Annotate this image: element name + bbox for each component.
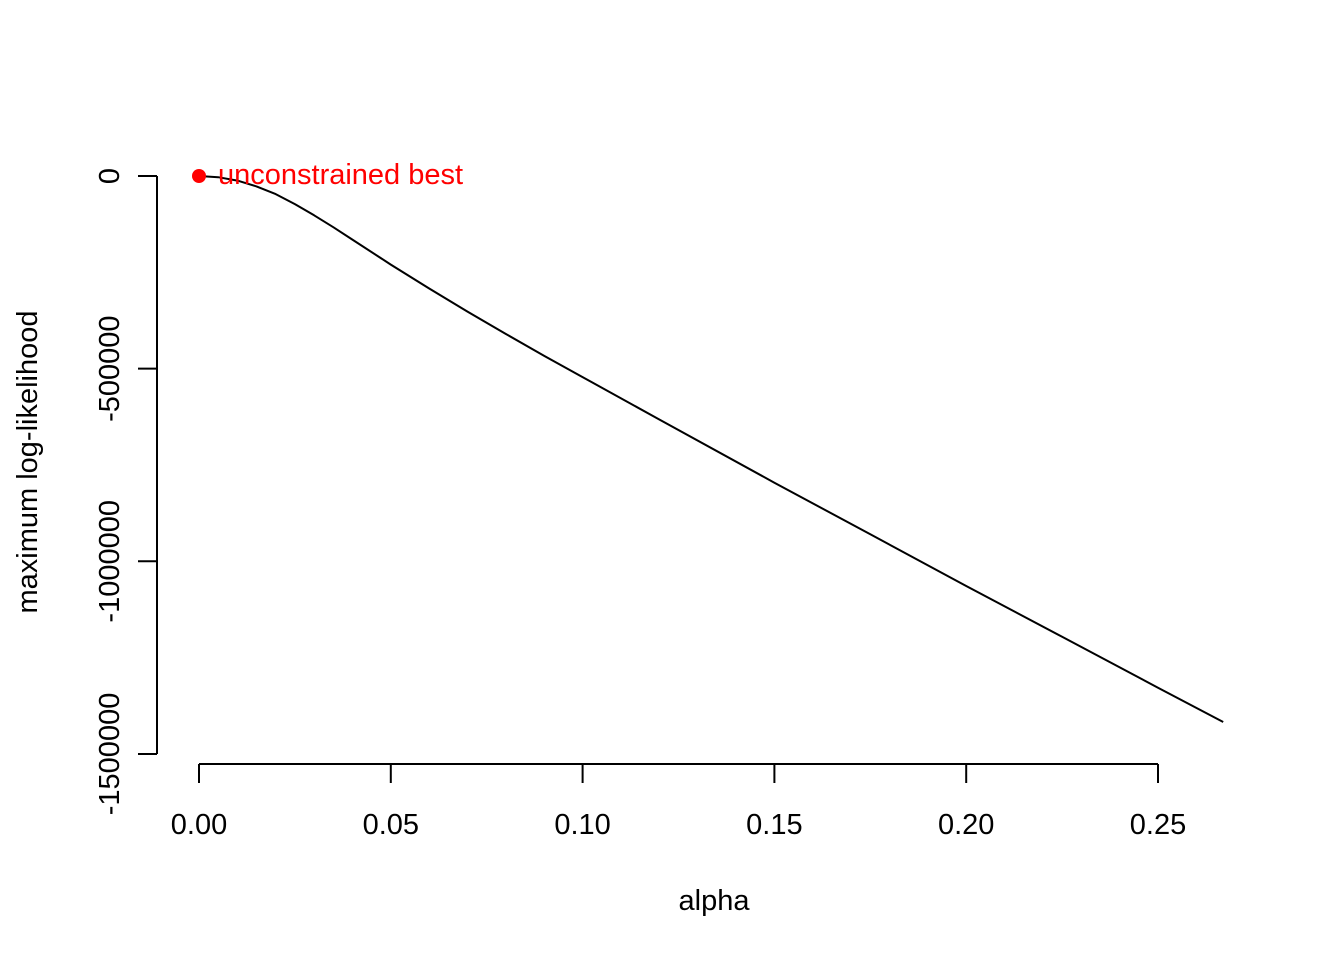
x-tick-label: 0.20 [938, 809, 994, 841]
unconstrained-best-label: unconstrained best [218, 159, 463, 191]
x-axis: 0.00 0.05 0.10 0.15 0.20 0.25 [171, 763, 1186, 841]
x-tick-label: 0.00 [171, 809, 227, 841]
unconstrained-best-point [192, 169, 206, 183]
series-line [198, 175, 1224, 723]
y-tick-label: -1000000 [94, 500, 126, 623]
y-tick-label: -500000 [94, 315, 126, 421]
x-tick-label: 0.25 [1130, 809, 1186, 841]
plot-area: unconstrained best [192, 159, 1224, 723]
x-tick-label: 0.10 [554, 809, 610, 841]
x-tick-label: 0.15 [746, 809, 802, 841]
x-axis-title: alpha [679, 885, 751, 917]
y-axis-title: maximum log-likelihood [12, 311, 44, 614]
x-tick-label: 0.05 [363, 809, 419, 841]
y-tick-label: -1500000 [94, 693, 126, 816]
y-axis: 0 -500000 -1000000 -1500000 [94, 168, 158, 816]
y-tick-label: 0 [94, 168, 126, 184]
